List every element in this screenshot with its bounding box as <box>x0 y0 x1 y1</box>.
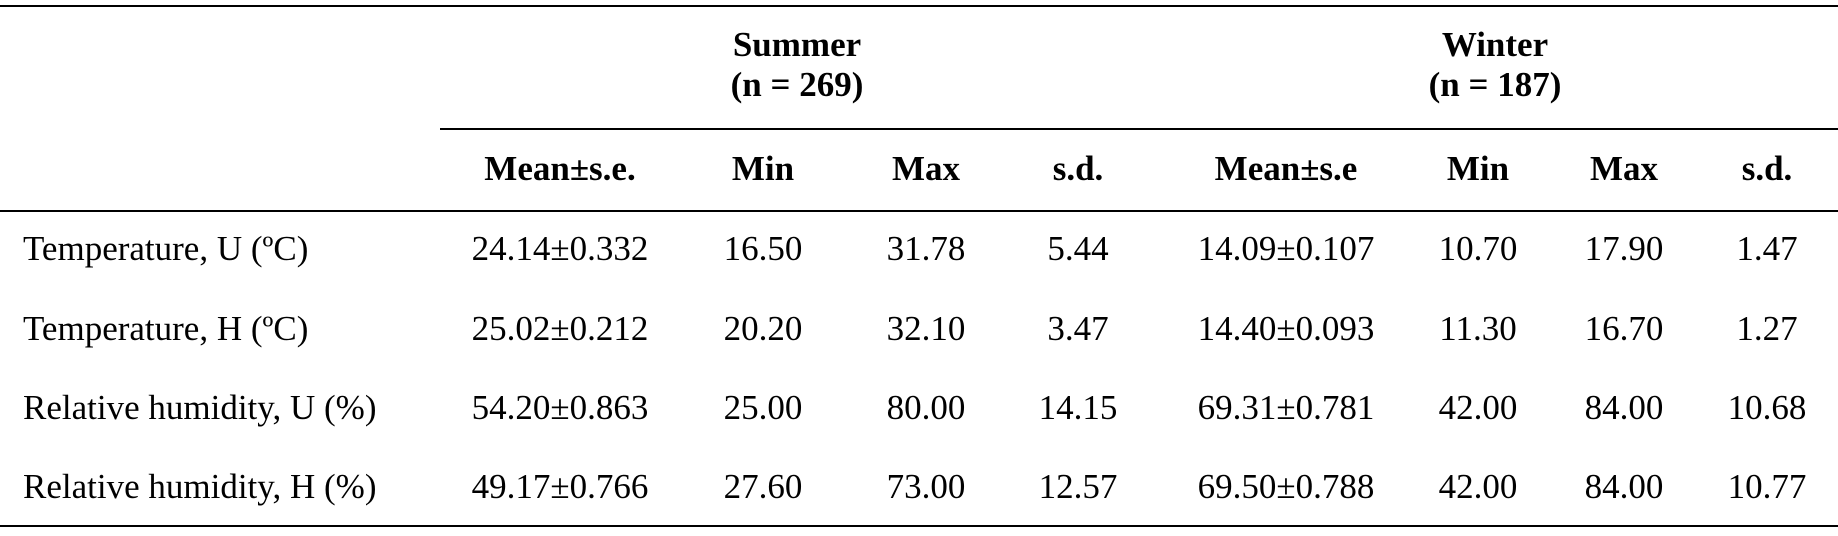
cell: 42.00 <box>1439 467 1518 506</box>
cell: 25.00 <box>724 388 803 427</box>
cell: 10.70 <box>1439 229 1518 268</box>
cell: 24.14±0.332 <box>472 229 649 268</box>
row-label: Temperature, H (ºC) <box>23 309 308 348</box>
group-n: (n = 269) <box>731 65 864 104</box>
cell: 16.50 <box>724 229 803 268</box>
cell: 20.20 <box>724 309 803 348</box>
group-name: Summer <box>733 25 861 64</box>
group-name: Winter <box>1442 25 1548 64</box>
cell: 84.00 <box>1585 388 1664 427</box>
cell: 25.02±0.212 <box>472 309 649 348</box>
cell: 84.00 <box>1585 467 1664 506</box>
column-header: Max <box>892 149 961 188</box>
column-header: Min <box>732 149 794 188</box>
cell: 10.68 <box>1728 388 1807 427</box>
cell: 69.31±0.781 <box>1198 388 1375 427</box>
row-label: Temperature, U (ºC) <box>23 229 308 268</box>
group-n: (n = 187) <box>1429 65 1562 104</box>
cell: 12.57 <box>1039 467 1118 506</box>
column-header: Min <box>1447 149 1509 188</box>
cell: 73.00 <box>887 467 966 506</box>
column-header: Mean±s.e. <box>484 149 635 188</box>
cell: 14.40±0.093 <box>1198 309 1375 348</box>
cell: 42.00 <box>1439 388 1518 427</box>
cell: 10.77 <box>1728 467 1807 506</box>
row-label: Relative humidity, H (%) <box>23 467 377 506</box>
cell: 54.20±0.863 <box>472 388 649 427</box>
cell: 27.60 <box>724 467 803 506</box>
cell: 3.47 <box>1047 309 1108 348</box>
cell: 49.17±0.766 <box>472 467 649 506</box>
row-label: Relative humidity, U (%) <box>23 388 377 427</box>
cell: 69.50±0.788 <box>1198 467 1375 506</box>
cell: 1.47 <box>1736 229 1797 268</box>
cell: 1.27 <box>1736 309 1797 348</box>
column-header: Mean±s.e <box>1215 149 1358 188</box>
cell: 11.30 <box>1439 309 1516 348</box>
column-header: s.d. <box>1053 149 1104 188</box>
cell: 80.00 <box>887 388 966 427</box>
cell: 14.09±0.107 <box>1198 229 1375 268</box>
cell: 5.44 <box>1047 229 1108 268</box>
cell: 17.90 <box>1585 229 1664 268</box>
column-header: s.d. <box>1742 149 1793 188</box>
column-header: Max <box>1590 149 1659 188</box>
cell: 14.15 <box>1039 388 1118 427</box>
cell: 16.70 <box>1585 309 1664 348</box>
cell: 31.78 <box>887 229 966 268</box>
cell: 32.10 <box>887 309 966 348</box>
